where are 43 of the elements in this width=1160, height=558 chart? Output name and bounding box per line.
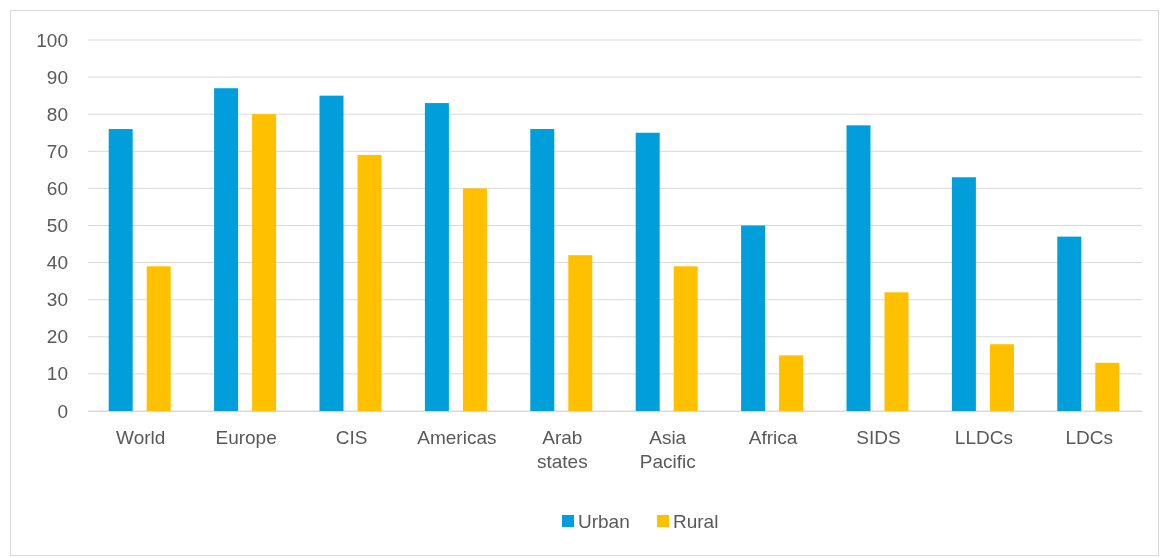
bar bbox=[424, 103, 449, 411]
bar bbox=[635, 132, 660, 411]
bar bbox=[530, 129, 555, 411]
legend-label: Rural bbox=[673, 511, 719, 532]
bar bbox=[357, 155, 382, 411]
x-tick-label: SIDS bbox=[856, 427, 901, 449]
y-tick-label: 10 bbox=[46, 363, 68, 385]
bar bbox=[462, 188, 487, 411]
x-tick-label: Africa bbox=[748, 427, 798, 449]
y-tick-label: 50 bbox=[46, 215, 68, 237]
x-tick-label: Europe bbox=[215, 427, 277, 449]
bar bbox=[319, 95, 344, 411]
y-tick-label: 40 bbox=[46, 252, 68, 274]
bar bbox=[989, 344, 1014, 411]
y-tick-label: 70 bbox=[46, 140, 68, 162]
x-tick-label: LLDCs bbox=[954, 427, 1013, 449]
y-tick-label: 20 bbox=[46, 326, 68, 348]
bar bbox=[1095, 362, 1120, 411]
y-tick-label: 60 bbox=[46, 177, 68, 199]
y-tick-label: 90 bbox=[46, 66, 68, 88]
y-tick-label: 30 bbox=[46, 289, 68, 311]
bar bbox=[146, 266, 171, 411]
x-tick-label: LDCs bbox=[1065, 427, 1114, 449]
bar bbox=[846, 125, 871, 411]
bar bbox=[951, 177, 976, 411]
bar bbox=[884, 292, 909, 411]
x-tick-label: Asia Pacific bbox=[639, 427, 696, 473]
bar bbox=[252, 114, 277, 411]
y-tick-label: 100 bbox=[36, 29, 68, 51]
x-tick-label: CIS bbox=[335, 427, 368, 449]
bar bbox=[568, 255, 593, 411]
bar bbox=[1057, 236, 1082, 411]
y-tick-label: 80 bbox=[46, 103, 68, 125]
bar bbox=[214, 88, 239, 411]
y-tick-label: 0 bbox=[57, 400, 68, 422]
bar bbox=[741, 225, 766, 411]
bar bbox=[779, 355, 804, 411]
bar bbox=[673, 266, 698, 411]
legend-label: Urban bbox=[578, 511, 630, 532]
x-tick-label: Americas bbox=[417, 427, 497, 449]
x-tick-label: Arab states bbox=[536, 427, 588, 473]
x-tick-label: World bbox=[116, 427, 166, 449]
bar bbox=[108, 129, 133, 411]
